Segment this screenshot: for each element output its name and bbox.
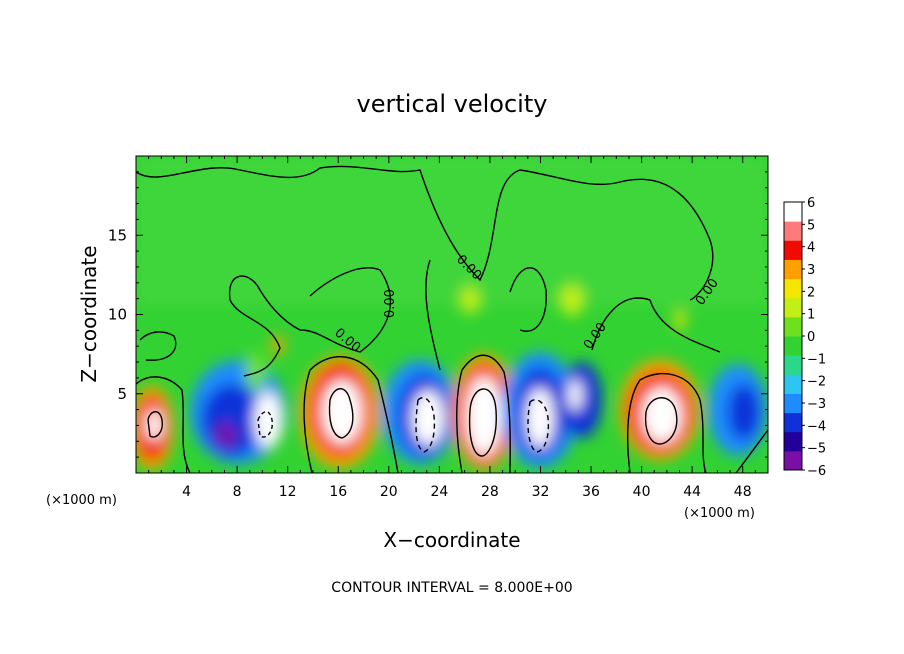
x-tick-label: 48 <box>734 484 752 500</box>
upper-light-band <box>136 156 768 306</box>
colorbar-tick-label: 0 <box>807 330 815 345</box>
y-tick-label: 15 <box>108 226 127 244</box>
x-tick-label: 12 <box>279 484 297 500</box>
inner-dash-2 <box>527 399 550 453</box>
colorbar-tick-label: 2 <box>807 285 815 300</box>
colorbar-swatch <box>784 316 802 337</box>
colorbar-tick-label: −4 <box>807 419 826 434</box>
downdraft-4-core <box>568 379 582 411</box>
colorbar-swatch <box>784 412 802 433</box>
downdraft-4-outer <box>562 362 602 438</box>
contour-interval-footer: CONTOUR INTERVAL = 8.000E+00 <box>331 580 572 596</box>
y-axis-label: Z−coordinate <box>77 245 101 382</box>
cell-aloft-1 <box>272 335 284 355</box>
colorbar-tick-label: 3 <box>807 263 815 278</box>
colorbar-tick-label: −5 <box>807 442 826 457</box>
contour-6 <box>509 267 547 332</box>
colorbar: 6 5 4 3 2 1 0 −1 −2 −3 −4 −5 −6 <box>783 196 826 479</box>
x-tick-label: 36 <box>582 484 600 500</box>
x-tick-label: 20 <box>380 484 398 500</box>
colorbar-swatch <box>784 431 802 452</box>
colorbar-swatch <box>784 336 802 356</box>
downdraft-1-core <box>216 423 236 447</box>
contour-7 <box>591 297 721 353</box>
x-axis-unit-left: (×1000 m) <box>46 493 117 508</box>
downdraft-1-mid <box>202 384 262 456</box>
colorbar-swatch <box>784 355 802 375</box>
contour-top <box>136 165 714 301</box>
colorbar-tick-label: −1 <box>807 352 826 367</box>
colorbar-tick-label: 6 <box>807 196 815 211</box>
downdraft-3-core <box>526 388 554 448</box>
x-tick-label: 4 <box>182 484 191 500</box>
colorbar-tick-label: 4 <box>807 241 815 256</box>
colorbar-swatch <box>784 374 802 394</box>
inner-dash-3 <box>257 411 274 438</box>
inner-dash-1 <box>415 397 436 453</box>
cell-aloft-3 <box>460 286 480 314</box>
inner-contour-1 <box>328 388 354 439</box>
inner-contour-4 <box>147 411 164 438</box>
contour-5 <box>425 259 441 371</box>
x-axis-unit-right: (×1000 m) <box>684 506 755 521</box>
y-tick-label: 5 <box>117 385 127 403</box>
contour-2 <box>303 356 399 473</box>
colorbar-swatch <box>784 450 802 471</box>
contour-8 <box>139 331 177 361</box>
inner-contour-2 <box>468 388 497 457</box>
contour-3 <box>456 354 511 473</box>
colorbar-tick-label: 5 <box>807 218 815 233</box>
colorbar-tick-label: −3 <box>807 397 826 412</box>
colorbar-tick-label: −2 <box>807 375 826 390</box>
chart-title: vertical velocity <box>357 90 548 118</box>
colorbar-tick-label: −6 <box>807 464 826 479</box>
x-axis-ticks: 4 8 12 16 20 24 28 32 36 40 44 48 <box>148 156 756 500</box>
x-axis-label: X−coordinate <box>383 528 520 552</box>
inner-contour-3 <box>644 397 678 445</box>
colorbar-tick-label: 1 <box>807 308 815 323</box>
downdraft-2-core <box>412 390 444 446</box>
contour-1 <box>136 376 191 473</box>
colorbar-swatch <box>784 393 802 414</box>
field-blobs <box>136 156 768 470</box>
updraft-2-outer <box>254 392 282 448</box>
cell-aloft-2 <box>560 284 584 316</box>
x-tick-label: 24 <box>430 484 448 500</box>
colorbar-swatch <box>784 240 802 260</box>
contour-9 <box>735 429 768 473</box>
y-tick-label: 10 <box>108 306 127 324</box>
colorbar-swatch <box>784 259 802 280</box>
x-tick-label: 16 <box>329 484 347 500</box>
cell-aloft-4 <box>675 310 685 330</box>
x-tick-label: 8 <box>233 484 242 500</box>
contour-upper-mid <box>228 267 392 377</box>
x-tick-label: 28 <box>481 484 499 500</box>
zero-contours <box>136 165 768 473</box>
contour-4 <box>627 373 707 473</box>
x-tick-label: 32 <box>532 484 550 500</box>
colorbar-swatch <box>784 221 802 241</box>
x-tick-label: 40 <box>633 484 651 500</box>
colorbar-swatch <box>784 202 802 222</box>
colorbar-swatch <box>784 297 802 318</box>
plot-area: 0.00 0.00 0.00 0.00 0.00 <box>136 156 768 473</box>
contour-label-1: 0.00 <box>383 289 398 318</box>
x-tick-label: 44 <box>683 484 701 500</box>
colorbar-swatch <box>784 278 802 299</box>
y-axis-ticks: 5 10 15 <box>108 171 768 458</box>
downdraft-5-core <box>728 384 760 440</box>
